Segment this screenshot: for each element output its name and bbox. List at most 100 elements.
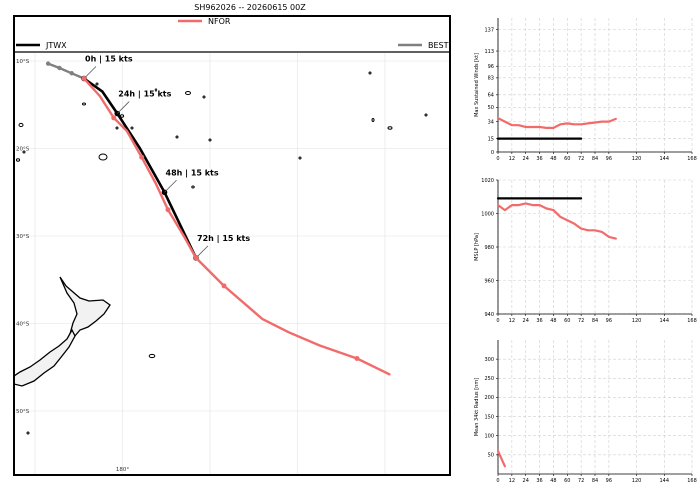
island-shape [368,71,372,75]
nfor-track-marker [165,207,171,213]
island-shape [18,122,24,128]
legend-jtwx-label: JTWX [45,41,67,50]
nfor-series-line [496,116,617,130]
island-shape [115,126,119,130]
x-tick-label: 120 [632,156,642,162]
island-shape [26,431,30,435]
x-tick-label: 84 [592,156,598,162]
x-tick-label: 120 [632,478,642,484]
island-shape [82,102,86,106]
x-tick-label: 144 [660,478,670,484]
x-tick-label: 24 [523,318,529,324]
nfor-track-marker [81,76,87,81]
y-tick-label: 0 [491,150,494,156]
y-tick-label: 960 [484,278,494,284]
y-tick-label: 15 [488,136,494,142]
annotation-leader-line [83,66,97,79]
x-tick-label: 60 [564,156,570,162]
legend-nfor-label: NFOR [208,17,231,26]
x-tick-label: 96 [606,478,612,484]
y-tick-label: 34 [488,119,494,125]
best-track-marker [45,61,51,66]
lat-label: 10°S [16,59,30,65]
island-shape [298,156,302,160]
best-track [46,62,86,80]
nfor-track-marker [354,356,360,361]
x-tick-label: 0 [496,478,499,484]
nfor-track-marker [111,115,117,121]
island-shape [175,135,179,139]
x-tick-label: 168 [687,318,697,324]
x-tick-label: 96 [606,156,612,162]
lat-label: 30°S [16,234,30,240]
x-tick-label: 96 [606,318,612,324]
y-tick-label: 50 [488,453,494,459]
x-tick-label: 48 [550,156,556,162]
x-tick-label: 60 [564,318,570,324]
island-shape [95,82,99,86]
y-tick-label: 113 [484,49,494,55]
x-tick-label: 84 [592,318,598,324]
forecast-annotation-2: 48h | 15 kts [166,168,219,177]
y-tick-label: 300 [484,357,494,363]
y-tick-label: 64 [488,93,494,99]
chart-title: SH962026 -- 20260615 00Z [194,3,306,12]
x-tick-label: 60 [564,478,570,484]
legend-best-label: BEST [428,41,449,50]
panel-y-axis-label: MSLP [hPa] [474,233,480,261]
x-tick-label: 72 [578,478,584,484]
map-plot-area: 0h | 15 kts 24h | 15 kts 48h | 15 kts 72h |… [15,53,449,474]
y-tick-label: 137 [484,27,494,33]
y-tick-label: 96 [488,64,494,70]
island-shape [130,126,134,130]
panel-y-axis-label: Mean 34kt Radius [nm] [474,378,480,436]
x-tick-label: 168 [687,478,697,484]
x-tick-label: 36 [536,478,542,484]
lon-label: 180° [116,467,129,473]
x-tick-label: 48 [550,478,556,484]
x-tick-label: 48 [550,318,556,324]
annotation-leader-line [116,101,130,114]
lat-label: 20°S [16,147,30,153]
x-tick-label: 144 [660,318,670,324]
island-shape [98,153,108,161]
x-tick-label: 72 [578,156,584,162]
x-tick-label: 168 [687,156,697,162]
x-tick-label: 12 [509,156,515,162]
x-tick-label: 0 [496,318,499,324]
x-tick-label: 36 [536,156,542,162]
island-shape [15,158,21,162]
island-shape [371,118,375,122]
y-tick-label: 1000 [481,211,494,217]
x-tick-label: 72 [578,318,584,324]
island-shape [185,91,191,95]
nfor-series-line [496,449,506,468]
nfor-track-marker [193,255,199,261]
panel-mslp: 0 12 24 36 48 60 72 84 96 120 144 168 940 960 980 1000 1… [474,178,697,324]
x-tick-label: 24 [523,478,529,484]
island-shape [424,113,428,117]
y-tick-label: 83 [488,76,494,82]
forecast-annotation-3: 72h | 15 kts [197,234,250,243]
forecast-annotation-1: 24h | 15 kts [118,90,171,99]
y-tick-label: 1020 [481,178,494,184]
y-tick-label: 980 [484,245,494,251]
nfor-track-marker [221,283,227,289]
x-tick-label: 24 [523,156,529,162]
lat-label: 50°S [16,409,30,415]
x-tick-label: 36 [536,318,542,324]
best-track-marker [57,65,62,71]
island-shape [22,150,26,154]
nfor-track [82,77,391,376]
south-island-shape [15,328,76,387]
y-tick-label: 940 [484,312,494,318]
panel-y-axis-label: Max Sustained Winds [kt] [474,53,480,117]
island-shape [387,126,393,130]
panel-radius: 0 12 24 36 48 60 72 84 96 120 144 168 50 100 150 200 250… [474,340,697,484]
island-shape [154,88,158,92]
island-shape [208,138,212,142]
y-tick-label: 200 [484,395,494,401]
jtwx-track [82,77,198,260]
island-shape [191,185,195,189]
